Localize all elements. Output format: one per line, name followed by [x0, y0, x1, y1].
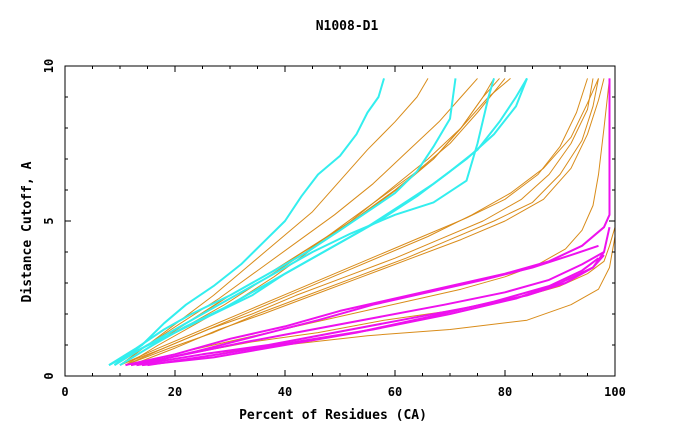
y-tick-label: 10 [42, 59, 56, 73]
series-line-orange-2 [119, 78, 478, 366]
x-tick-label: 40 [278, 385, 292, 399]
x-axis-label: Percent of Residues (CA) [239, 408, 427, 423]
tick-labels: 0 20 40 60 80 100 0 5 10 [42, 59, 626, 399]
series-line-cyan-3 [108, 78, 528, 366]
series-line-orange-3 [114, 78, 495, 366]
x-tick-label: 80 [498, 385, 512, 399]
x-tick-label: 0 [61, 385, 68, 399]
series-line-magenta-2 [130, 226, 611, 367]
series-line-magenta-4 [136, 251, 605, 367]
y-axis-label: Distance Cutoff, A [20, 161, 35, 302]
series-line-orange-14 [130, 227, 616, 366]
series-line-cyan-5 [113, 78, 495, 366]
series-line-orange-7 [119, 78, 588, 366]
series-line-orange-12 [130, 78, 610, 366]
series-line-cyan-1 [113, 78, 385, 366]
y-tick-label: 0 [42, 372, 56, 379]
series-lines [108, 77, 616, 367]
series-line-orange-11 [130, 78, 605, 366]
series-line-orange-9 [125, 78, 599, 366]
x-tick-label: 20 [168, 385, 182, 399]
series-line-magenta-5 [141, 257, 600, 367]
series-line-magenta-3 [136, 244, 599, 367]
x-tick-label: 60 [388, 385, 402, 399]
series-line-orange-10 [125, 78, 599, 366]
series-line-cyan-2 [108, 78, 457, 366]
plot-frame [64, 65, 616, 377]
axis-ticks [64, 65, 616, 377]
series-line-cyan-4 [119, 77, 528, 366]
y-tick-label: 5 [42, 217, 56, 224]
chart-title: N1008-D1 [316, 19, 379, 34]
x-tick-label: 100 [604, 385, 626, 399]
series-line-magenta-6 [147, 254, 605, 367]
